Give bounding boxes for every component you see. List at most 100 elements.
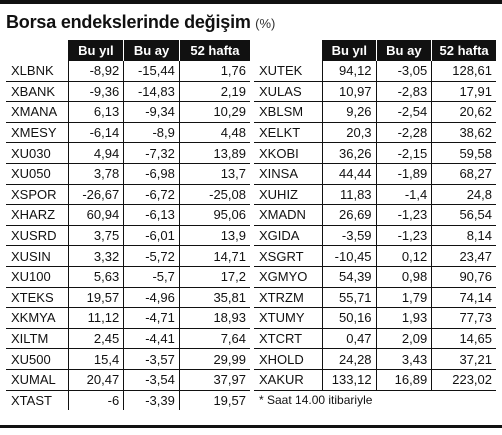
bottom-rule — [0, 425, 502, 428]
index-code-cell: XUHIZ — [254, 184, 324, 206]
table-row: XLBNK -8,92 -15,44 1,76 — [6, 61, 250, 82]
this-year-cell: 19,57 — [68, 287, 125, 309]
index-code-cell: XTEKS — [6, 287, 69, 309]
index-code-cell: XELKT — [254, 122, 324, 144]
index-table-left: Bu yıl Bu ay 52 hafta XLBNK -8,92 -15,44 1,… — [6, 40, 250, 411]
page-title: Borsa endekslerinde değişim — [6, 12, 251, 32]
this-month-cell: 0,12 — [376, 245, 433, 267]
week-52-cell: 14,71 — [179, 245, 250, 267]
index-code-cell: XTUMY — [254, 307, 324, 329]
this-year-cell: 54,39 — [322, 266, 377, 288]
index-code-cell: XTCRT — [254, 328, 324, 350]
header-this-month: Bu ay — [376, 40, 433, 61]
table-row: XINSA 44,44 -1,89 68,27 — [254, 163, 496, 185]
index-code-cell: XAKUR — [254, 369, 324, 391]
table-row: XMADN 26,69 -1,23 56,54 — [254, 204, 496, 226]
this-month-cell: 2,09 — [376, 328, 433, 350]
this-year-cell: 20,47 — [68, 369, 125, 391]
week-52-cell: 13,7 — [179, 163, 250, 185]
index-table-right: Bu yıl Bu ay 52 hafta XUTEK 94,12 -3,05 128… — [254, 40, 496, 410]
header-52-weeks: 52 hafta — [179, 40, 250, 61]
table-row: XMANA 6,13 -9,34 10,29 — [6, 101, 250, 123]
table-row: XTAST -6 -3,39 19,57 — [6, 390, 250, 411]
week-52-cell: 56,54 — [431, 204, 496, 226]
index-code-cell: XILTM — [6, 328, 69, 350]
this-year-cell: -6,14 — [68, 122, 125, 144]
table-body-right: XUTEK 94,12 -3,05 128,61 XULAS 10,97 -2,83 17,9… — [254, 61, 496, 410]
table-row: XU030 4,94 -7,32 13,89 — [6, 142, 250, 164]
this-year-cell: 15,4 — [68, 348, 125, 370]
this-month-cell: -15,44 — [123, 61, 180, 82]
table-row: XU500 15,4 -3,57 29,99 — [6, 348, 250, 370]
week-52-cell: 8,14 — [431, 225, 496, 247]
table-row: XU050 3,78 -6,98 13,7 — [6, 163, 250, 185]
week-52-cell: 24,8 — [431, 184, 496, 206]
this-year-cell: -8,92 — [68, 61, 125, 82]
this-month-cell: 1,93 — [376, 307, 433, 329]
footnote-row: * Saat 14.00 itibariyle — [254, 390, 496, 410]
table-row: XBLSM 9,26 -2,54 20,62 — [254, 101, 496, 123]
tables-container: Bu yıl Bu ay 52 hafta XLBNK -8,92 -15,44 1,… — [6, 40, 496, 411]
index-code-cell: XKOBI — [254, 142, 324, 164]
this-year-cell: 26,69 — [322, 204, 377, 226]
this-year-cell: -10,45 — [322, 245, 377, 267]
table-row: XUTEK 94,12 -3,05 128,61 — [254, 61, 496, 82]
week-52-cell: 20,62 — [431, 101, 496, 123]
week-52-cell: 14,65 — [431, 328, 496, 350]
table-row: XUHIZ 11,83 -1,4 24,8 — [254, 184, 496, 206]
week-52-cell: 10,29 — [179, 101, 250, 123]
this-month-cell: -3,57 — [123, 348, 180, 370]
index-code-cell: XUMAL — [6, 369, 69, 391]
table-row: XGIDA -3,59 -1,23 8,14 — [254, 225, 496, 247]
this-month-cell: -2,54 — [376, 101, 433, 123]
index-code-cell: XU500 — [6, 348, 69, 370]
table-row: XULAS 10,97 -2,83 17,91 — [254, 81, 496, 103]
index-code-cell: XBANK — [6, 81, 69, 103]
this-month-cell: -5,72 — [123, 245, 180, 267]
table-row: XUMAL 20,47 -3,54 37,97 — [6, 369, 250, 391]
this-month-cell: 16,89 — [376, 369, 433, 391]
week-52-cell: 19,57 — [213, 392, 246, 408]
unit-label: (%) — [255, 16, 276, 31]
table-row: XKOBI 36,26 -2,15 59,58 — [254, 142, 496, 164]
index-code-cell: XBLSM — [254, 101, 324, 123]
this-year-cell: 44,44 — [322, 163, 377, 185]
this-year-cell: 3,78 — [68, 163, 125, 185]
week-52-cell: 68,27 — [431, 163, 496, 185]
this-year-cell: -6 — [68, 390, 125, 411]
this-year-cell: 20,3 — [322, 122, 377, 144]
week-52-cell: 4,48 — [179, 122, 250, 144]
this-year-cell: 3,32 — [68, 245, 125, 267]
this-month-cell: -6,13 — [123, 204, 180, 226]
this-month-cell: -8,9 — [123, 122, 180, 144]
this-month-cell: 0,98 — [376, 266, 433, 288]
this-month-cell: -9,34 — [123, 101, 180, 123]
this-year-cell: 10,97 — [322, 81, 377, 103]
header-this-year: Bu yıl — [322, 40, 377, 61]
week-52-cell: 18,93 — [179, 307, 250, 329]
this-month-cell: -7,32 — [123, 142, 180, 164]
week-52-cell: 59,58 — [431, 142, 496, 164]
this-month-cell: -5,7 — [123, 266, 180, 288]
this-month-cell: 1,79 — [376, 287, 433, 309]
this-month-cell: -2,83 — [376, 81, 433, 103]
index-code-cell: XULAS — [254, 81, 324, 103]
index-code-cell: XMESY — [6, 122, 69, 144]
table-row: XILTM 2,45 -4,41 7,64 — [6, 328, 250, 350]
index-code-cell: XGIDA — [254, 225, 324, 247]
week-52-cell: 7,64 — [179, 328, 250, 350]
table-row: XMESY -6,14 -8,9 4,48 — [6, 122, 250, 144]
this-month-cell: -2,15 — [376, 142, 433, 164]
header-this-year: Bu yıl — [68, 40, 125, 61]
index-code-cell: XU030 — [6, 142, 69, 164]
this-year-cell: 6,13 — [68, 101, 125, 123]
table-header: Bu yıl Bu ay 52 hafta — [6, 40, 250, 61]
this-month-cell: -3,54 — [123, 369, 180, 391]
this-year-cell: -26,67 — [68, 184, 125, 206]
table-row: XU100 5,63 -5,7 17,2 — [6, 266, 250, 288]
index-code-cell: XGMYO — [254, 266, 324, 288]
this-month-cell: -14,83 — [123, 81, 180, 103]
week-52-cell: 38,62 — [431, 122, 496, 144]
index-code-cell: XU100 — [6, 266, 69, 288]
week-52-cell: 13,89 — [179, 142, 250, 164]
